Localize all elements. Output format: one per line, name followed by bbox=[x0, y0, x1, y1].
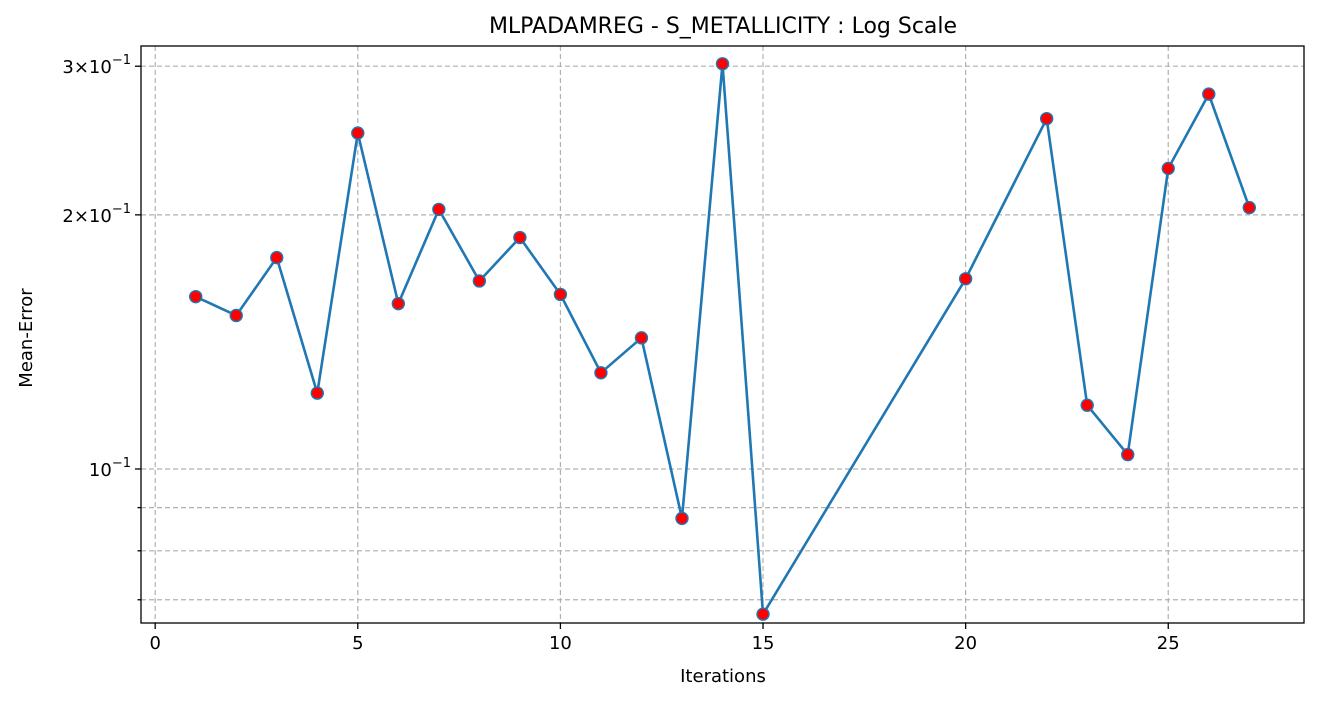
data-point bbox=[391, 296, 406, 311]
data-point bbox=[351, 126, 365, 140]
y-tick-label-base: 3×10 bbox=[62, 57, 111, 78]
data-point bbox=[553, 287, 568, 302]
data-point bbox=[1039, 111, 1054, 126]
data-series bbox=[189, 57, 1256, 621]
data-point bbox=[715, 57, 730, 71]
y-tick-label-exponent: −1 bbox=[112, 202, 131, 217]
data-point bbox=[1242, 200, 1256, 215]
grid-lines bbox=[141, 46, 1304, 623]
y-tick-label: 10−1 bbox=[89, 456, 131, 481]
data-point bbox=[432, 202, 446, 217]
data-point bbox=[675, 511, 689, 526]
data-point bbox=[310, 386, 324, 400]
axis-ticks: 0 5 10 15 20 253×10−12×10−110−1 bbox=[62, 53, 1179, 654]
data-point bbox=[472, 274, 487, 288]
data-point bbox=[229, 308, 243, 323]
y-tick-label-base: 10 bbox=[89, 460, 112, 481]
x-tick-label: 20 bbox=[954, 633, 977, 654]
x-axis-label: Iterations bbox=[680, 666, 766, 687]
plot-frame bbox=[140, 45, 1305, 624]
chart-title: MLPADAMREG - S_METALLICITY : Log Scale bbox=[489, 14, 957, 39]
x-tick-label: 5 bbox=[352, 633, 363, 654]
data-point bbox=[958, 272, 973, 286]
x-tick-label: 25 bbox=[1157, 633, 1180, 654]
x-tick-label: 0 bbox=[149, 633, 160, 654]
data-point bbox=[1080, 398, 1094, 412]
data-point bbox=[189, 289, 203, 304]
x-tick-label: 10 bbox=[549, 633, 572, 654]
y-axis-label: Mean-Error bbox=[16, 288, 37, 388]
data-point bbox=[513, 230, 527, 245]
y-tick-label-exponent: −1 bbox=[112, 456, 131, 471]
data-point bbox=[634, 331, 649, 345]
data-point bbox=[756, 607, 770, 621]
series-line bbox=[195, 62, 1251, 616]
y-tick-label-exponent: −1 bbox=[112, 53, 131, 68]
y-tick-label: 3×10−1 bbox=[62, 53, 131, 78]
data-point bbox=[270, 250, 284, 265]
x-tick-label: 15 bbox=[752, 633, 775, 654]
y-tick-label: 2×10−1 bbox=[62, 202, 131, 227]
data-point bbox=[1161, 161, 1175, 176]
data-point bbox=[1202, 87, 1216, 101]
data-point bbox=[1121, 447, 1135, 462]
data-point bbox=[594, 366, 608, 380]
y-tick-label-base: 2×10 bbox=[62, 206, 111, 227]
